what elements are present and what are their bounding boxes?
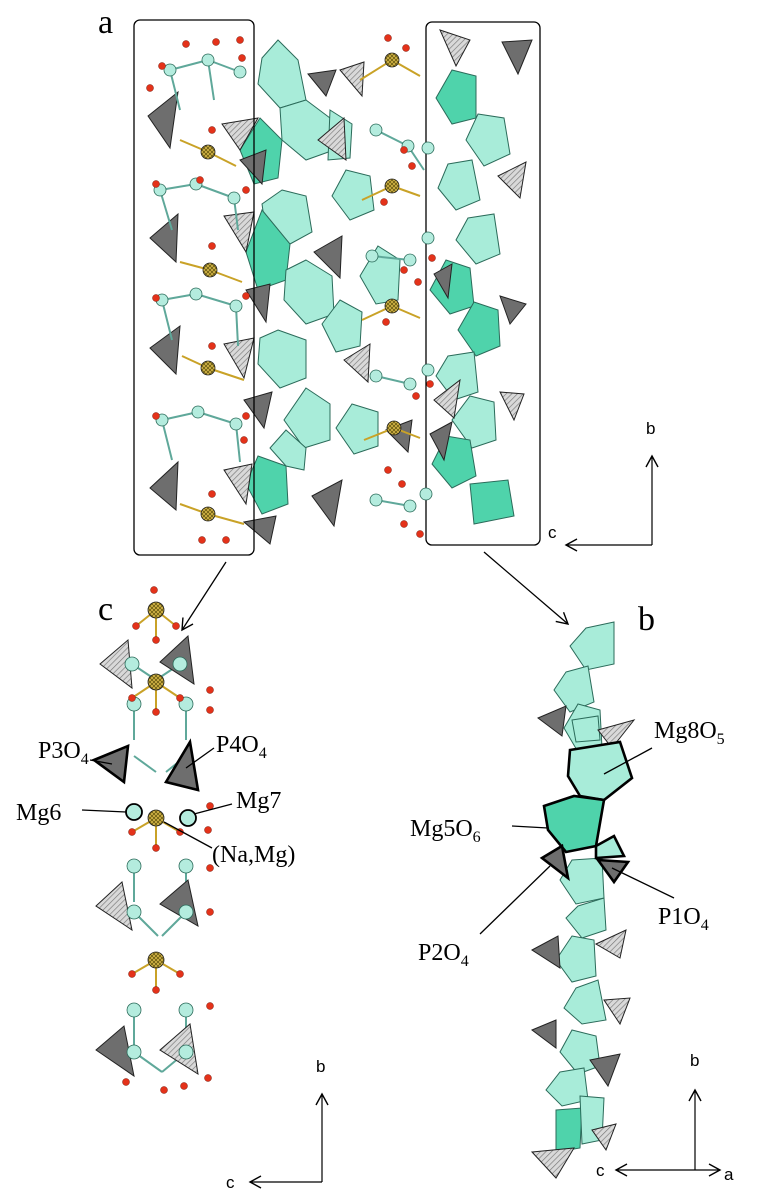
label-p3o4: P3O4	[38, 738, 89, 768]
na-mg-atom	[147, 809, 165, 827]
panel-b-letter: b	[638, 601, 655, 638]
panel-a-left-box	[133, 19, 255, 556]
panel-b: b	[410, 601, 734, 1184]
panel-a-right-chain-atoms	[400, 141, 435, 538]
panel-b-highlighted	[539, 740, 634, 885]
mg8o5-polyhedron	[566, 740, 634, 802]
panel-b-axis-a: a	[724, 1165, 734, 1184]
panel-a-right-chain	[429, 29, 533, 525]
label-mg7: Mg7	[236, 788, 281, 814]
panel-a-axis-b: b	[646, 419, 655, 438]
panel-c-leaders	[81, 747, 233, 849]
label-p4o4: P4O4	[216, 732, 267, 762]
panel-c-axes	[248, 1092, 329, 1189]
panel-b-axis-c: c	[596, 1161, 605, 1180]
p2o4-tetrahedron	[539, 843, 570, 882]
panel-b-tetrahedra	[530, 705, 636, 1179]
panel-a-octahedra	[239, 39, 401, 515]
panel-a-letter: a	[98, 4, 113, 41]
connector-arrows	[181, 551, 570, 632]
panel-a-tetrahedra	[147, 61, 413, 545]
mg5o6-polyhedron	[542, 794, 606, 854]
panel-a: a	[98, 4, 659, 556]
panel-b-axis-b: b	[690, 1051, 699, 1070]
panel-c-letter: c	[98, 591, 113, 628]
panel-a-middle-chain	[359, 34, 436, 513]
label-mg6: Mg6	[16, 800, 61, 826]
label-mg5o6: Mg5O6	[410, 816, 481, 846]
panel-b-octahedra	[545, 621, 615, 1153]
panel-a-axes	[564, 454, 659, 552]
mg6-atom	[125, 803, 143, 821]
panel-c-chain	[91, 586, 214, 1094]
label-p1o4: P1O4	[658, 904, 709, 934]
panel-b-leaders	[479, 747, 675, 935]
label-na-mg: (Na,Mg)	[212, 842, 295, 868]
panel-a-right-box	[425, 21, 541, 546]
label-mg8o5: Mg8O5	[654, 718, 725, 748]
panel-b-axes	[614, 1088, 722, 1177]
panel-a-left-chain	[146, 36, 250, 544]
mg7-atom	[179, 809, 197, 827]
panel-c: c	[16, 586, 329, 1192]
p4o4-tetrahedron	[163, 738, 200, 792]
panel-c-axis-c: c	[226, 1173, 235, 1192]
panel-c-axis-b: b	[316, 1057, 325, 1076]
label-p2o4: P2O4	[418, 940, 469, 970]
panel-a-axis-c: c	[548, 523, 557, 542]
